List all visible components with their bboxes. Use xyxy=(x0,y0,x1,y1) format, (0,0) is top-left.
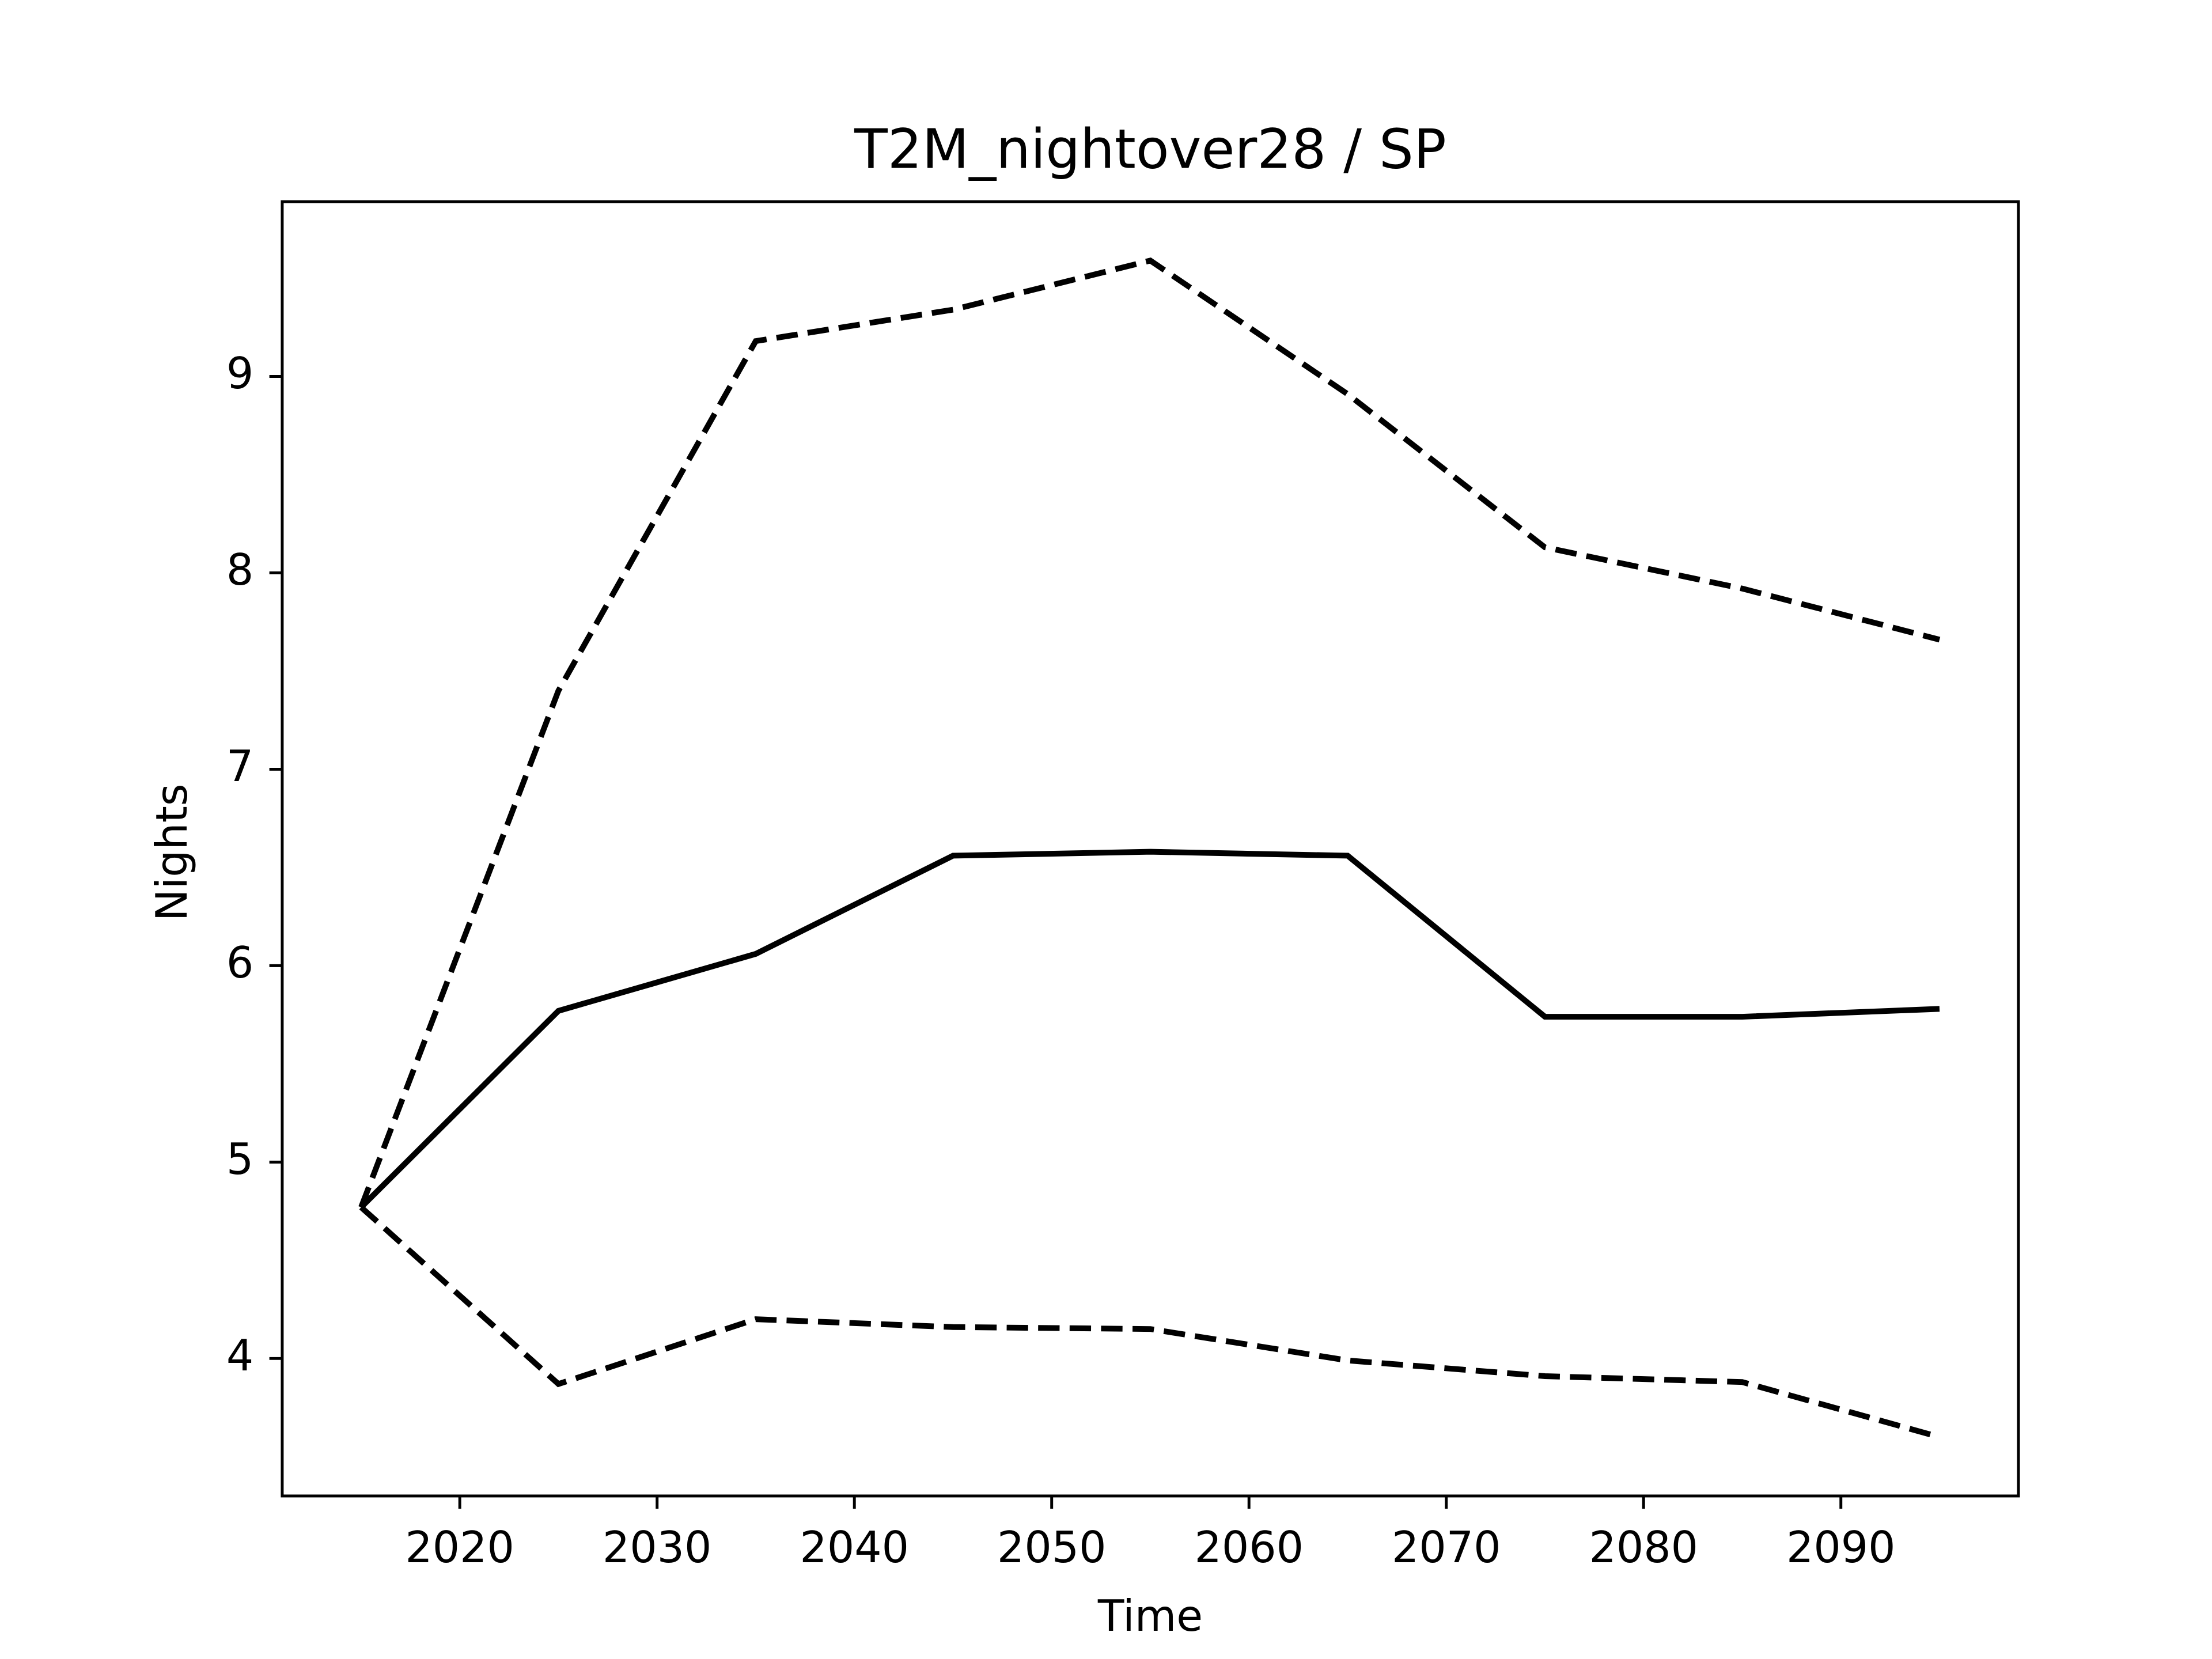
y-tick-label: 6 xyxy=(226,938,253,988)
x-tick-label: 2070 xyxy=(1392,1522,1501,1573)
chart-title: T2M_nightover28 / SP xyxy=(854,118,1446,181)
x-tick-label: 2060 xyxy=(1194,1522,1304,1573)
x-tick-label: 2020 xyxy=(405,1522,514,1573)
series-line xyxy=(358,257,1941,1209)
y-tick-label: 8 xyxy=(226,545,253,595)
y-tick-label: 9 xyxy=(226,349,253,399)
x-axis-label: Time xyxy=(1097,1591,1203,1641)
x-tick-label: 2030 xyxy=(603,1522,712,1573)
x-tick-label: 2050 xyxy=(997,1522,1107,1573)
plot-frame xyxy=(281,200,2020,1498)
x-tick-label: 2080 xyxy=(1589,1522,1698,1573)
series-line xyxy=(359,849,1940,1210)
series-line xyxy=(359,1205,1941,1440)
y-axis-label: Nights xyxy=(147,783,197,921)
y-tick-label: 5 xyxy=(226,1134,253,1184)
x-tick-label: 2090 xyxy=(1786,1522,1896,1573)
y-tick-label: 4 xyxy=(226,1331,253,1381)
y-tick-label: 7 xyxy=(226,741,253,791)
x-tick-label: 2040 xyxy=(800,1522,909,1573)
